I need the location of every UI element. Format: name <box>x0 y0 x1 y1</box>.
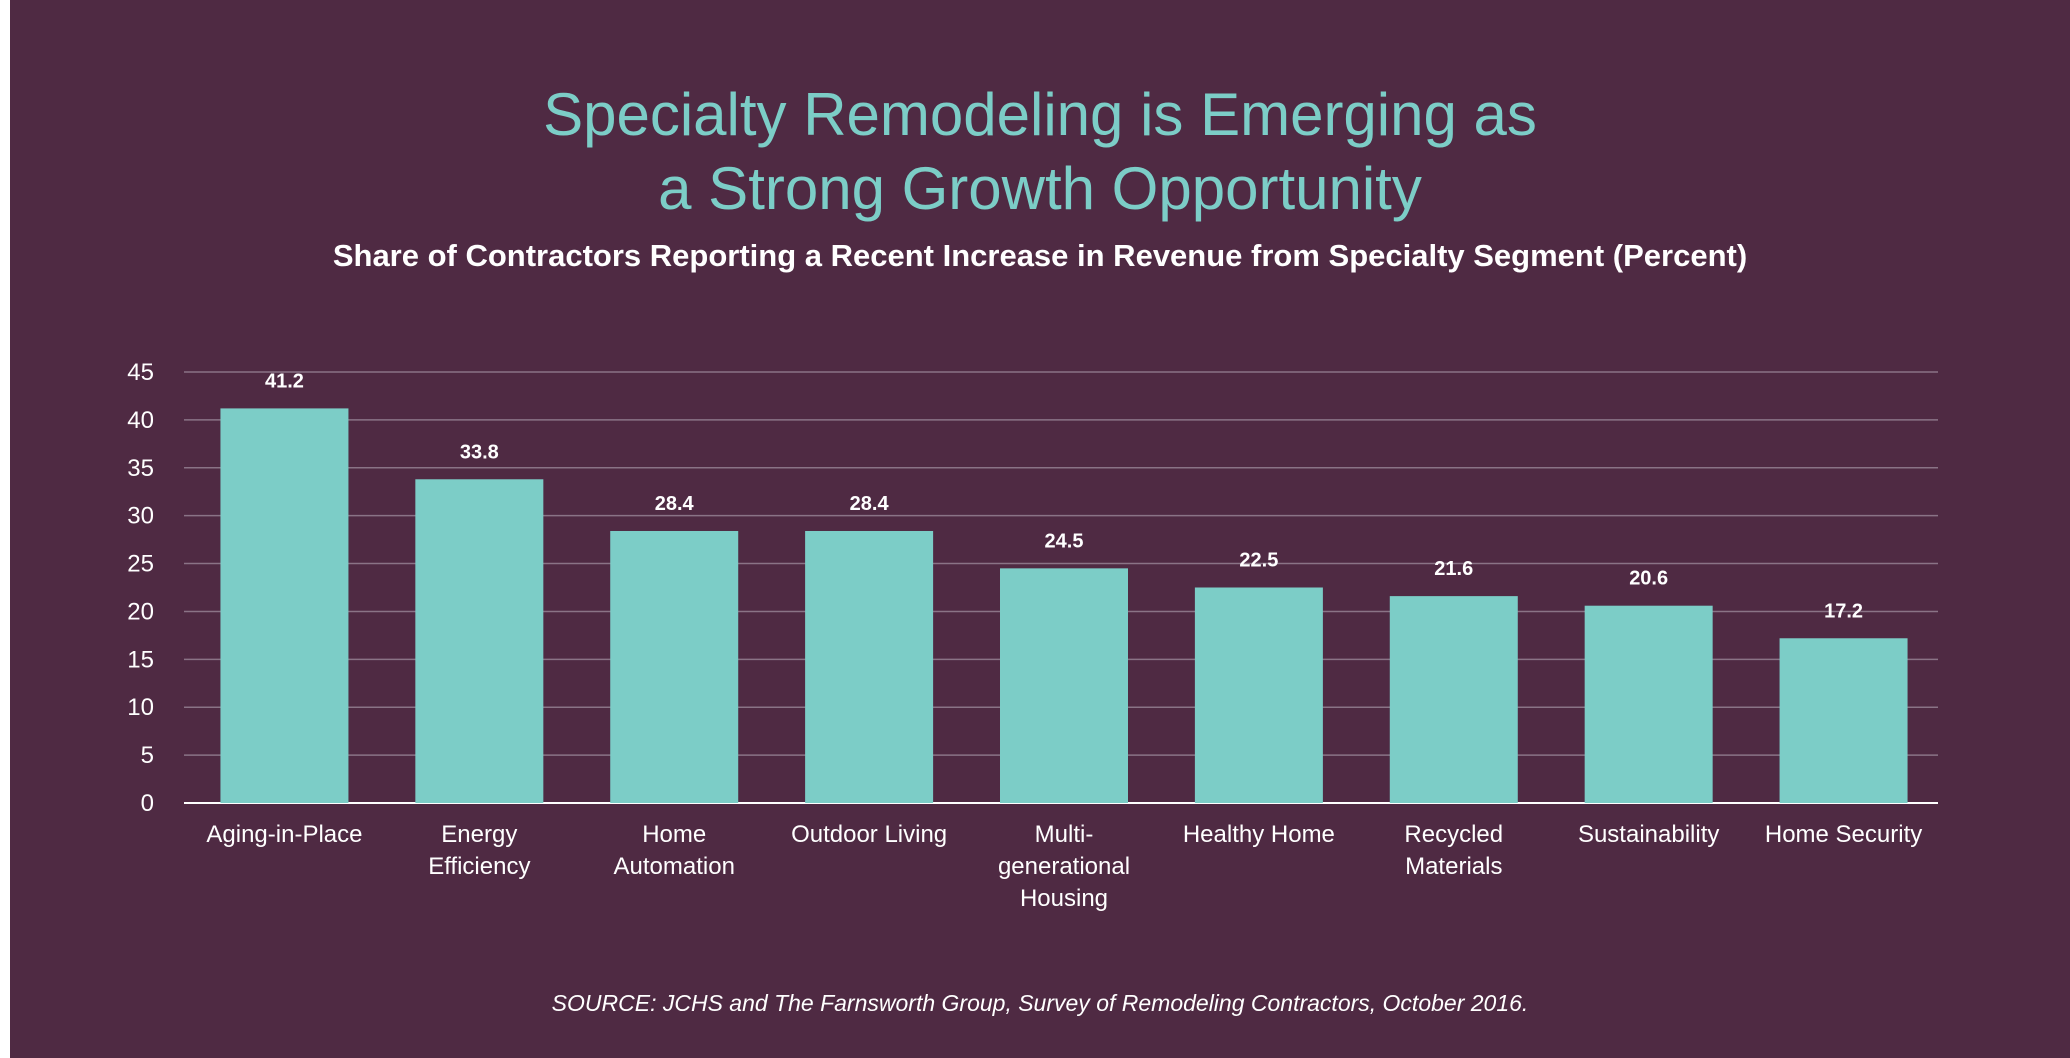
x-tick-label: Aging-in-Place <box>206 821 362 848</box>
y-tick-label: 35 <box>127 455 154 482</box>
x-tick-label: Energy Efficiency <box>428 821 530 880</box>
x-tick-label: Healthy Home <box>1183 821 1335 848</box>
bar <box>1000 568 1128 803</box>
y-tick-label: 20 <box>127 598 154 625</box>
x-tick-label: Sustainability <box>1578 821 1719 848</box>
y-tick-label: 5 <box>141 742 154 769</box>
data-label: 41.2 <box>265 370 304 392</box>
bar-chart: 41.2 33.8 28.4 28.4 24.5 22.5 21.6 20.6 17.2 0 5 1… <box>127 359 1938 912</box>
bar <box>415 479 544 803</box>
data-label: 20.6 <box>1629 568 1668 590</box>
source-note: SOURCE: JCHS and The Farnsworth Group, S… <box>551 990 1529 1016</box>
y-tick-label: 45 <box>127 359 154 386</box>
bar <box>1584 605 1713 803</box>
data-label: 24.5 <box>1045 530 1084 552</box>
data-label: 21.6 <box>1434 558 1473 580</box>
y-axis-ticks: 0 5 10 15 20 25 30 35 40 45 <box>127 359 154 817</box>
data-label: 22.5 <box>1239 550 1278 572</box>
y-tick-label: 30 <box>127 503 154 530</box>
bar <box>1194 587 1323 803</box>
bars <box>220 408 1908 803</box>
data-label: 28.4 <box>655 493 695 515</box>
data-label: 17.2 <box>1824 600 1863 622</box>
data-label: 33.8 <box>460 441 499 463</box>
chart-title-line-2: a Strong Growth Opportunity <box>658 155 1422 222</box>
y-tick-label: 40 <box>127 407 154 434</box>
y-tick-label: 10 <box>127 694 154 721</box>
bar <box>805 530 934 803</box>
data-label: 28.4 <box>850 493 890 515</box>
x-axis-ticks: Aging-in-Place Energy Efficiency Home Automa… <box>206 821 1922 912</box>
bar <box>610 530 739 803</box>
y-tick-label: 0 <box>141 790 154 817</box>
x-tick-label: Home Security <box>1765 821 1922 848</box>
chart-title: Specialty Remodeling is Emerging as a St… <box>10 78 2070 226</box>
y-tick-label: 25 <box>127 551 154 578</box>
y-tick-label: 15 <box>127 646 154 673</box>
x-tick-label: Recycled Materials <box>1404 821 1503 880</box>
chart-title-line-1: Specialty Remodeling is Emerging as <box>543 81 1537 148</box>
bar <box>1389 596 1518 803</box>
x-tick-label: Multi-generational Housing <box>998 821 1130 912</box>
chart-subtitle: Share of Contractors Reporting a Recent … <box>332 238 1748 273</box>
bar <box>220 408 349 803</box>
data-labels: 41.2 33.8 28.4 28.4 24.5 22.5 21.6 20.6 17.2 <box>265 370 1863 622</box>
bar <box>1779 638 1908 803</box>
x-tick-label: Outdoor Living <box>791 821 947 848</box>
chart-panel: Specialty Remodeling is Emerging as a St… <box>10 0 2070 1058</box>
x-tick-label: Home Automation <box>614 821 735 880</box>
